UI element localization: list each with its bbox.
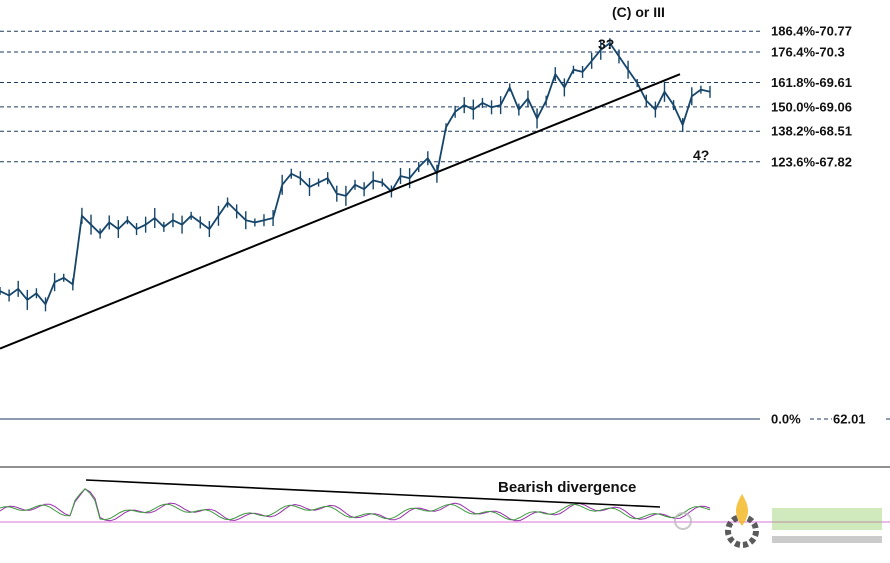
support-trendline [0,73,681,350]
fib-level-label: 176.4%-70.3 [771,45,845,60]
fib-level-label: 150.0%-69.06 [771,99,852,114]
watermark-text-block [772,508,882,530]
wave-label: (C) or III [612,4,665,20]
fib-level-label: 123.6%-67.82 [771,154,852,169]
watermark-logo [674,494,882,548]
watermark-circle-icon [674,512,692,530]
wave-label: 3? [598,36,614,52]
fib-level-label: 186.4%-70.77 [771,24,852,39]
oscillator-slow-line [0,488,711,521]
wave-label: 4? [693,147,709,163]
oscillator-fast-line [0,488,711,522]
oscillator-lines [0,488,711,522]
watermark-url-block [772,536,882,543]
price-series [0,38,711,312]
base-level-price: 62.01 [833,412,866,427]
fib-level-label: 161.8%-69.61 [771,75,852,90]
divergence-annotation: Bearish divergence [498,479,636,496]
trendline [0,73,681,350]
wave-labels: (C) or III 3? 4? [598,4,709,163]
fib-level-label: 138.2%-68.51 [771,124,852,139]
fibonacci-levels: 186.4%-70.77 176.4%-70.3 161.8%-69.61 150.0… [0,24,890,427]
oscillator-pane: Bearish divergence [0,466,890,523]
divergence-line [85,479,661,508]
flame-icon [735,494,749,526]
base-level-ratio: 0.0% [771,412,801,427]
